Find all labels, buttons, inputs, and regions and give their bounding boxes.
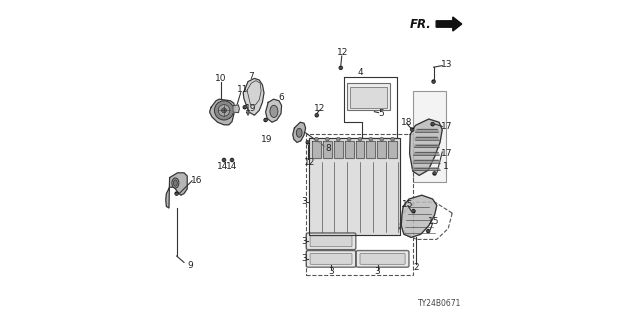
Polygon shape bbox=[312, 141, 321, 158]
FancyBboxPatch shape bbox=[307, 251, 356, 267]
Text: 12: 12 bbox=[337, 48, 348, 57]
Circle shape bbox=[230, 158, 234, 162]
Circle shape bbox=[314, 113, 319, 117]
Circle shape bbox=[218, 105, 230, 116]
Text: 12: 12 bbox=[304, 158, 316, 167]
Text: 11: 11 bbox=[237, 85, 249, 94]
Text: 2: 2 bbox=[413, 263, 419, 272]
Circle shape bbox=[412, 209, 416, 213]
Bar bbox=[351, 87, 387, 108]
Ellipse shape bbox=[270, 105, 278, 117]
Circle shape bbox=[433, 171, 437, 176]
Polygon shape bbox=[413, 160, 440, 163]
Text: 18: 18 bbox=[401, 118, 412, 127]
FancyBboxPatch shape bbox=[310, 236, 352, 247]
Circle shape bbox=[306, 140, 310, 145]
Ellipse shape bbox=[173, 180, 177, 186]
Circle shape bbox=[214, 101, 234, 120]
Circle shape bbox=[337, 137, 340, 141]
Text: 19: 19 bbox=[246, 104, 257, 113]
Text: 12: 12 bbox=[314, 104, 326, 113]
Polygon shape bbox=[401, 195, 437, 237]
Circle shape bbox=[426, 229, 431, 233]
Text: 14: 14 bbox=[227, 162, 237, 171]
FancyBboxPatch shape bbox=[356, 251, 409, 267]
Polygon shape bbox=[414, 145, 439, 147]
Circle shape bbox=[264, 118, 268, 122]
Polygon shape bbox=[366, 141, 375, 158]
Text: 3: 3 bbox=[301, 197, 307, 206]
Text: 4: 4 bbox=[357, 68, 363, 76]
Text: 15: 15 bbox=[402, 200, 413, 209]
FancyBboxPatch shape bbox=[307, 233, 356, 250]
Polygon shape bbox=[415, 137, 439, 140]
Text: 7: 7 bbox=[248, 72, 254, 81]
Circle shape bbox=[314, 137, 319, 141]
Text: FR.: FR. bbox=[410, 18, 432, 30]
Circle shape bbox=[339, 66, 343, 70]
Polygon shape bbox=[243, 78, 264, 115]
Polygon shape bbox=[309, 138, 400, 235]
Bar bbox=[306, 134, 413, 275]
Ellipse shape bbox=[172, 178, 179, 188]
Text: 14: 14 bbox=[218, 162, 228, 171]
FancyBboxPatch shape bbox=[360, 253, 405, 264]
Polygon shape bbox=[436, 17, 462, 31]
Polygon shape bbox=[410, 119, 442, 175]
Ellipse shape bbox=[296, 128, 302, 137]
Polygon shape bbox=[323, 141, 332, 158]
Polygon shape bbox=[415, 129, 438, 132]
Circle shape bbox=[174, 191, 179, 196]
Polygon shape bbox=[412, 168, 440, 170]
Circle shape bbox=[369, 137, 372, 141]
Circle shape bbox=[431, 79, 436, 84]
Text: 8: 8 bbox=[325, 144, 331, 153]
Bar bbox=[413, 91, 447, 182]
Text: 3: 3 bbox=[375, 267, 380, 276]
Text: 13: 13 bbox=[441, 60, 452, 68]
Circle shape bbox=[390, 137, 395, 141]
Text: 5: 5 bbox=[378, 109, 383, 118]
Polygon shape bbox=[413, 152, 440, 155]
Text: 3: 3 bbox=[301, 254, 307, 263]
Text: 6: 6 bbox=[279, 93, 284, 102]
Polygon shape bbox=[166, 173, 187, 208]
Polygon shape bbox=[233, 105, 239, 113]
Circle shape bbox=[410, 127, 415, 132]
Circle shape bbox=[326, 137, 330, 141]
Circle shape bbox=[430, 122, 435, 126]
Polygon shape bbox=[334, 141, 343, 158]
Text: 1: 1 bbox=[443, 162, 449, 171]
Polygon shape bbox=[344, 141, 354, 158]
Polygon shape bbox=[356, 141, 365, 158]
Text: 19: 19 bbox=[262, 135, 273, 144]
Polygon shape bbox=[388, 141, 397, 158]
Circle shape bbox=[222, 158, 227, 162]
Text: 16: 16 bbox=[191, 176, 202, 185]
Polygon shape bbox=[266, 99, 282, 122]
Text: 10: 10 bbox=[215, 74, 227, 83]
Polygon shape bbox=[246, 112, 250, 115]
Circle shape bbox=[358, 137, 362, 141]
Text: TY24B0671: TY24B0671 bbox=[419, 300, 461, 308]
Polygon shape bbox=[210, 99, 236, 125]
Polygon shape bbox=[378, 141, 387, 158]
Text: 17: 17 bbox=[441, 149, 452, 158]
Text: 3: 3 bbox=[301, 237, 307, 246]
Text: 9: 9 bbox=[188, 261, 193, 270]
Bar bbox=[347, 83, 390, 110]
Polygon shape bbox=[292, 122, 306, 142]
Circle shape bbox=[347, 137, 351, 141]
Text: 17: 17 bbox=[441, 122, 452, 131]
Circle shape bbox=[221, 108, 227, 113]
Circle shape bbox=[243, 105, 247, 109]
Circle shape bbox=[380, 137, 384, 141]
Text: 3: 3 bbox=[328, 267, 334, 276]
FancyBboxPatch shape bbox=[310, 253, 352, 264]
Text: 15: 15 bbox=[428, 217, 439, 226]
